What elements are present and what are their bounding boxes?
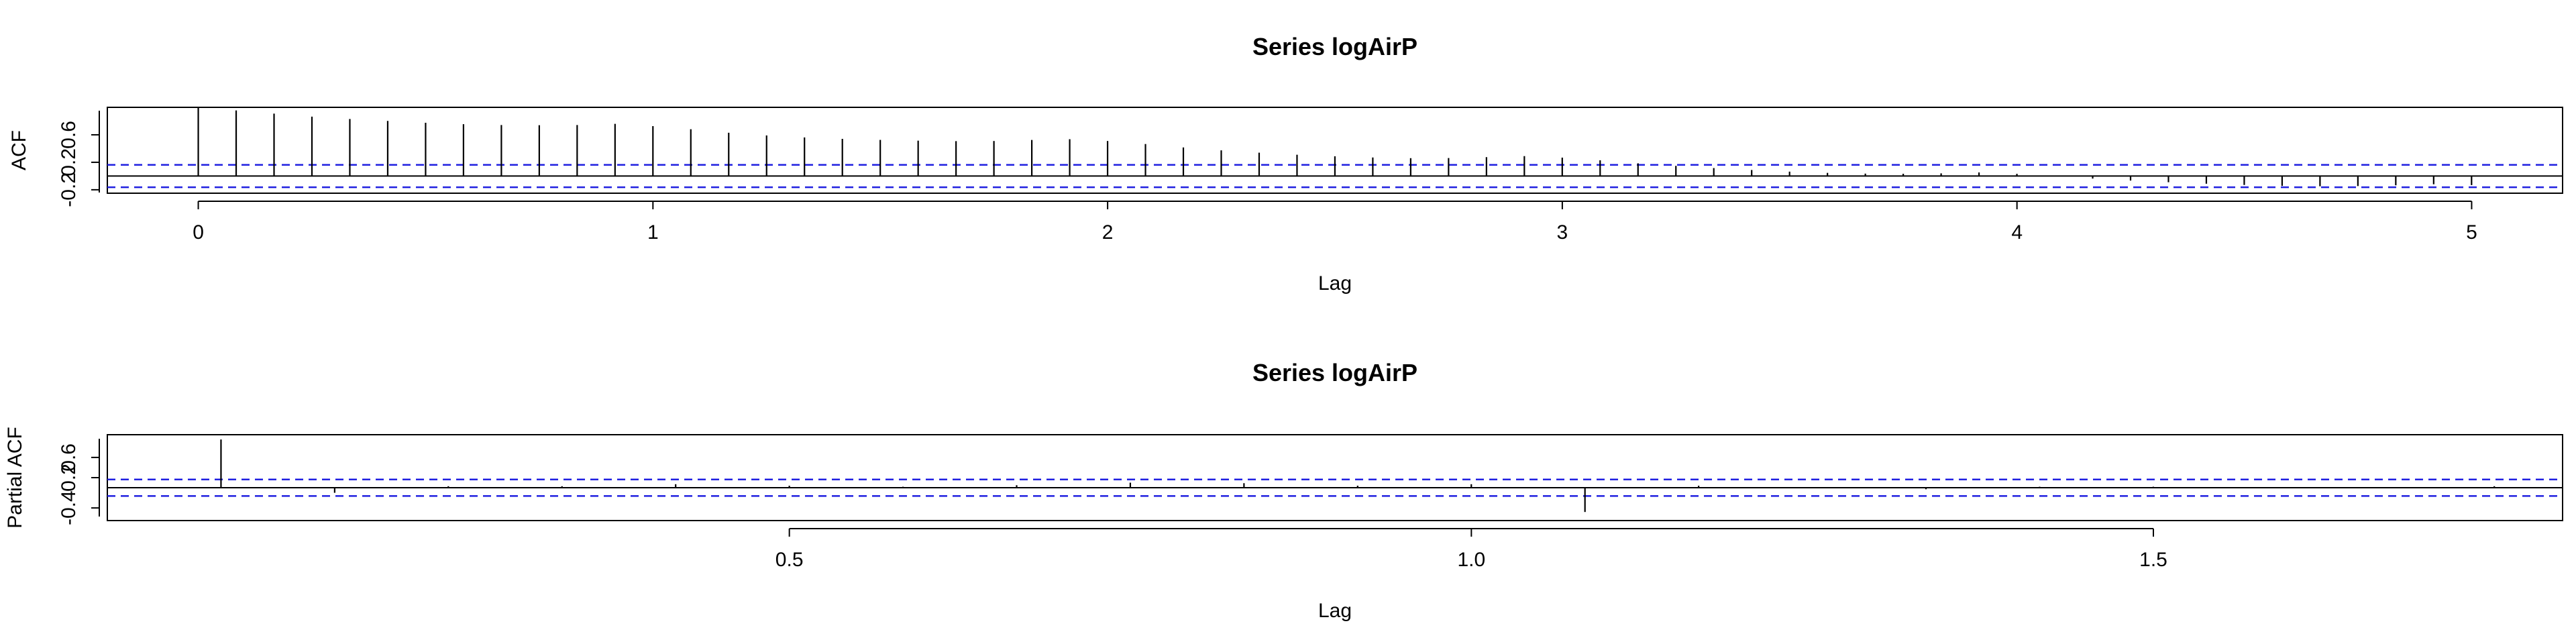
pacf-x-tick: 0.5	[775, 529, 804, 571]
pacf-panel: Series logAirP -0.4 0.2 0.6 0.5	[4, 359, 2563, 622]
acf-y-tick-label: 0.2	[58, 148, 80, 176]
pacf-x-tick-label: 1.0	[1457, 549, 1485, 571]
acf-y-tick-label: 0.6	[58, 121, 80, 149]
pacf-y-tick: -0.4	[58, 490, 99, 525]
pacf-spikes	[220, 439, 2496, 513]
acf-y-tick-label: -0.2	[58, 172, 80, 207]
acf-panel: Series logAirP -0.2 0.2 0.6 0	[8, 33, 2563, 294]
acf-title: Series logAirP	[1252, 33, 1417, 60]
acf-x-tick-label: 0	[193, 221, 204, 244]
pacf-x-tick: 1.5	[2139, 529, 2167, 571]
acf-x-axis-label: Lag	[1318, 272, 1352, 294]
pacf-title: Series logAirP	[1252, 359, 1417, 386]
acf-y-axis-label: ACF	[8, 130, 30, 170]
acf-y-axis: -0.2 0.2 0.6	[58, 111, 100, 207]
acf-x-tick: 2	[1102, 201, 1114, 244]
pacf-y-tick: 0.2	[58, 464, 99, 492]
acf-x-tick: 3	[1557, 201, 1568, 244]
pacf-x-axis-label: Lag	[1318, 600, 1352, 622]
acf-x-tick: 4	[2011, 201, 2023, 244]
pacf-plot-frame	[107, 434, 2563, 521]
acf-y-tick: -0.2	[58, 172, 99, 207]
pacf-x-tick-label: 0.5	[775, 549, 804, 571]
acf-x-axis: 0 1 2 3 4 5	[193, 201, 2477, 244]
acf-x-tick-label: 4	[2011, 221, 2023, 244]
acf-x-tick-label: 5	[2466, 221, 2477, 244]
pacf-y-tick: 0.6	[58, 443, 99, 472]
pacf-y-tick-label: -0.4	[58, 490, 80, 525]
acf-x-tick: 5	[2466, 201, 2477, 244]
pacf-x-tick: 1.0	[1457, 529, 1485, 571]
pacf-x-tick-label: 1.5	[2139, 549, 2167, 571]
acf-x-tick-label: 1	[647, 221, 659, 244]
acf-plot-frame	[107, 107, 2563, 194]
pacf-y-axis: -0.4 0.2 0.6	[58, 439, 100, 525]
acf-x-tick: 1	[647, 201, 659, 244]
pacf-y-tick-label: 0.6	[58, 443, 80, 472]
pacf-y-axis-label: Partial ACF	[4, 427, 26, 529]
acf-x-tick-label: 3	[1557, 221, 1568, 244]
pacf-y-tick-label: 0.2	[58, 464, 80, 492]
acf-spikes	[197, 107, 2473, 186]
acf-y-tick: 0.2	[58, 148, 99, 176]
pacf-x-axis: 0.5 1.0 1.5	[775, 528, 2167, 571]
acf-x-tick: 0	[193, 201, 204, 244]
acf-y-tick: 0.6	[58, 121, 99, 149]
acf-x-tick-label: 2	[1102, 221, 1114, 244]
